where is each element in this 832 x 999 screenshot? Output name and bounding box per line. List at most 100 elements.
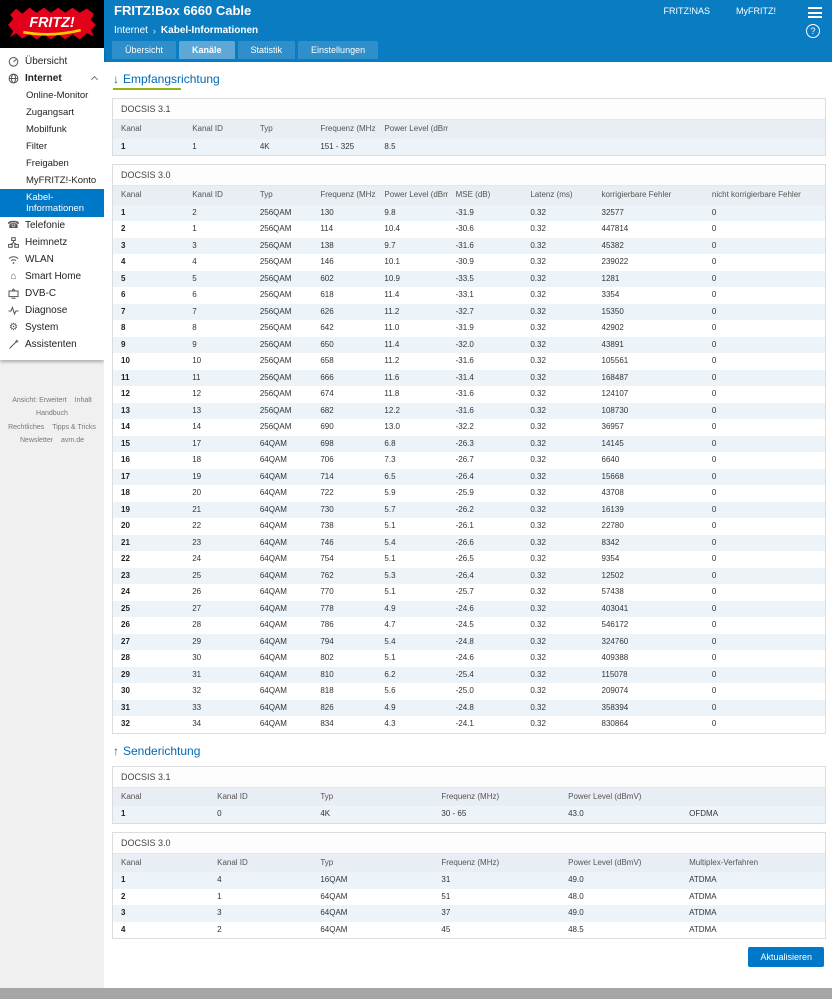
table-cell: 51 — [441, 891, 451, 901]
sidebar-item-system[interactable]: ⚙ System — [0, 319, 104, 336]
column-header: Frequenz (MHz) — [312, 186, 377, 205]
table-cell: 256QAM — [259, 372, 292, 382]
table-row: 32 34 64QAM 834 4.3 -24.1 0.32 830864 0 — [113, 716, 825, 733]
sidebar-subitem-filter[interactable]: Filter — [0, 138, 104, 155]
sidebar-subitem-online-monitor[interactable]: Online-Monitor — [0, 87, 104, 104]
table-row: 24 26 64QAM 770 5.1 -25.7 0.32 57438 0 — [113, 584, 825, 601]
column-header: Power Level (dBmV) — [376, 186, 448, 205]
table-cell: 5.1 — [384, 554, 396, 563]
sidebar-item-telefonie[interactable]: ☎ Telefonie — [0, 217, 104, 234]
table-cell: 115078 — [601, 669, 628, 679]
menu-icon[interactable] — [808, 7, 822, 21]
sidebar-item-dvb-c[interactable]: DVB-C — [0, 285, 104, 302]
table-cell: 18 — [192, 455, 202, 464]
sidebar-item-internet[interactable]: Internet — [0, 70, 104, 87]
table-cell: 108730 — [601, 405, 629, 415]
table-cell: 42902 — [601, 323, 624, 332]
table-cell: 5.9 — [384, 488, 396, 497]
table-cell: 11.0 — [384, 323, 400, 332]
table-cell: 239022 — [601, 257, 629, 266]
refresh-button[interactable]: Aktualisieren — [748, 947, 824, 967]
tab-statistik[interactable]: Statistik — [237, 41, 296, 59]
table-cell: 0 — [711, 273, 717, 283]
table-cell: 13.0 — [384, 422, 400, 431]
table-cell: 37 — [441, 908, 451, 917]
column-header: Typ — [312, 853, 434, 872]
footer-link-inhalt[interactable]: Inhalt — [74, 397, 92, 404]
table-cell: 0 — [711, 488, 717, 497]
table-cell: 0 — [711, 257, 717, 266]
table-cell: 32 — [121, 719, 130, 728]
table-cell: -24.6 — [455, 603, 474, 613]
myfritz-link[interactable]: MyFRITZ! — [736, 5, 776, 16]
table-cell: 1 — [192, 141, 197, 151]
sidebar-subitem-kabel-informationen[interactable]: Kabel-Informationen — [0, 189, 104, 217]
fritz-logo[interactable]: FRITZ! — [0, 0, 104, 48]
sidebar-subitem-label: Freigaben — [26, 158, 69, 169]
table-cell: 0.32 — [530, 471, 546, 481]
table-cell: 16139 — [601, 504, 624, 514]
sidebar-item-label: Internet — [25, 73, 62, 84]
table-cell: 5.1 — [384, 587, 396, 596]
footer-link-handbuch[interactable]: Handbuch — [36, 410, 68, 418]
table-cell: 20 — [192, 488, 202, 497]
column-header: Multiplex-Verfahren — [681, 853, 825, 872]
table-cell: 834 — [320, 719, 334, 728]
sidebar-item-wlan[interactable]: WLAN — [0, 251, 104, 268]
sidebar-item-heimnetz[interactable]: Heimnetz — [0, 234, 104, 251]
table-cell: 15 — [121, 438, 130, 448]
table-cell: 256QAM — [259, 207, 292, 217]
sidebar-item-diagnose[interactable]: Diagnose — [0, 302, 104, 319]
table-cell: -24.8 — [455, 702, 474, 712]
tab-uebersicht[interactable]: Übersicht — [112, 41, 177, 59]
table-cell: 1 — [192, 224, 197, 233]
footer-link-rechtliches[interactable]: Rechtliches — [8, 423, 45, 431]
footer-link-ansicht[interactable]: Ansicht: Erweitert — [12, 397, 67, 404]
table-header-row: Kanal Kanal ID Typ Frequenz (MHz) Power Leve… — [113, 186, 825, 205]
sidebar-subitem-zugangsart[interactable]: Zugangsart — [0, 104, 104, 121]
table-cell: ATDMA — [689, 875, 717, 884]
table-cell: 0.32 — [530, 620, 546, 629]
sidebar-item-uebersicht[interactable]: Übersicht — [0, 53, 104, 70]
upstream-heading: ↑ Senderichtung — [113, 743, 201, 758]
table-cell: 32 — [192, 686, 202, 695]
fritznas-link[interactable]: FRITZ!NAS — [663, 5, 711, 16]
column-header: nicht korrigierbare Fehler — [703, 186, 825, 205]
sidebar-item-assistenten[interactable]: Assistenten — [0, 336, 104, 353]
table-cell: -30.9 — [455, 257, 474, 266]
sidebar-subitem-freigaben[interactable]: Freigaben — [0, 155, 104, 172]
table-cell: 168487 — [601, 372, 629, 382]
table-cell: 256QAM — [259, 339, 292, 349]
sidebar-subitem-mobilfunk[interactable]: Mobilfunk — [0, 121, 104, 138]
sidebar-item-label: Smart Home — [25, 271, 82, 282]
table-cell: 64QAM — [320, 891, 348, 901]
breadcrumb-internet[interactable]: Internet — [114, 25, 148, 36]
table-cell: OFDMA — [689, 809, 719, 818]
footer-link-tipps[interactable]: Tipps & Tricks — [52, 423, 96, 431]
table-cell: 682 — [320, 405, 334, 415]
table-cell: 256QAM — [259, 422, 292, 431]
table-cell: 256QAM — [259, 273, 292, 283]
upstream-docsis31-table: Kanal Kanal ID Typ Frequenz (MHz) Power Leve… — [113, 787, 825, 823]
table-cell: 4 — [121, 257, 126, 266]
table-cell: ATDMA — [689, 908, 717, 917]
footer-link-newsletter[interactable]: Newsletter — [20, 436, 54, 444]
table-cell: 6 — [121, 290, 126, 299]
sidebar-item-smart-home[interactable]: ⌂ Smart Home — [0, 268, 104, 285]
table-cell: 810 — [320, 669, 334, 679]
column-header: Kanal ID — [184, 186, 252, 205]
column-header: Kanal — [113, 787, 210, 806]
help-icon[interactable]: ? — [806, 24, 820, 38]
table-cell: 754 — [320, 554, 334, 563]
table-cell: -31.6 — [455, 405, 474, 415]
tab-kanaele[interactable]: Kanäle — [179, 41, 235, 59]
table-cell: 0 — [711, 587, 717, 596]
table-cell: 698 — [320, 438, 334, 448]
sidebar-subitem-myfritz-konto[interactable]: MyFRITZ!-Konto — [0, 172, 104, 189]
table-cell: 722 — [320, 488, 334, 497]
footer-link-avmde[interactable]: avm.de — [61, 436, 84, 444]
tab-einstellungen[interactable]: Einstellungen — [298, 41, 379, 59]
table-cell: -31.6 — [455, 240, 474, 250]
table-cell: 9 — [192, 339, 197, 349]
table-cell: 5.1 — [384, 521, 396, 530]
